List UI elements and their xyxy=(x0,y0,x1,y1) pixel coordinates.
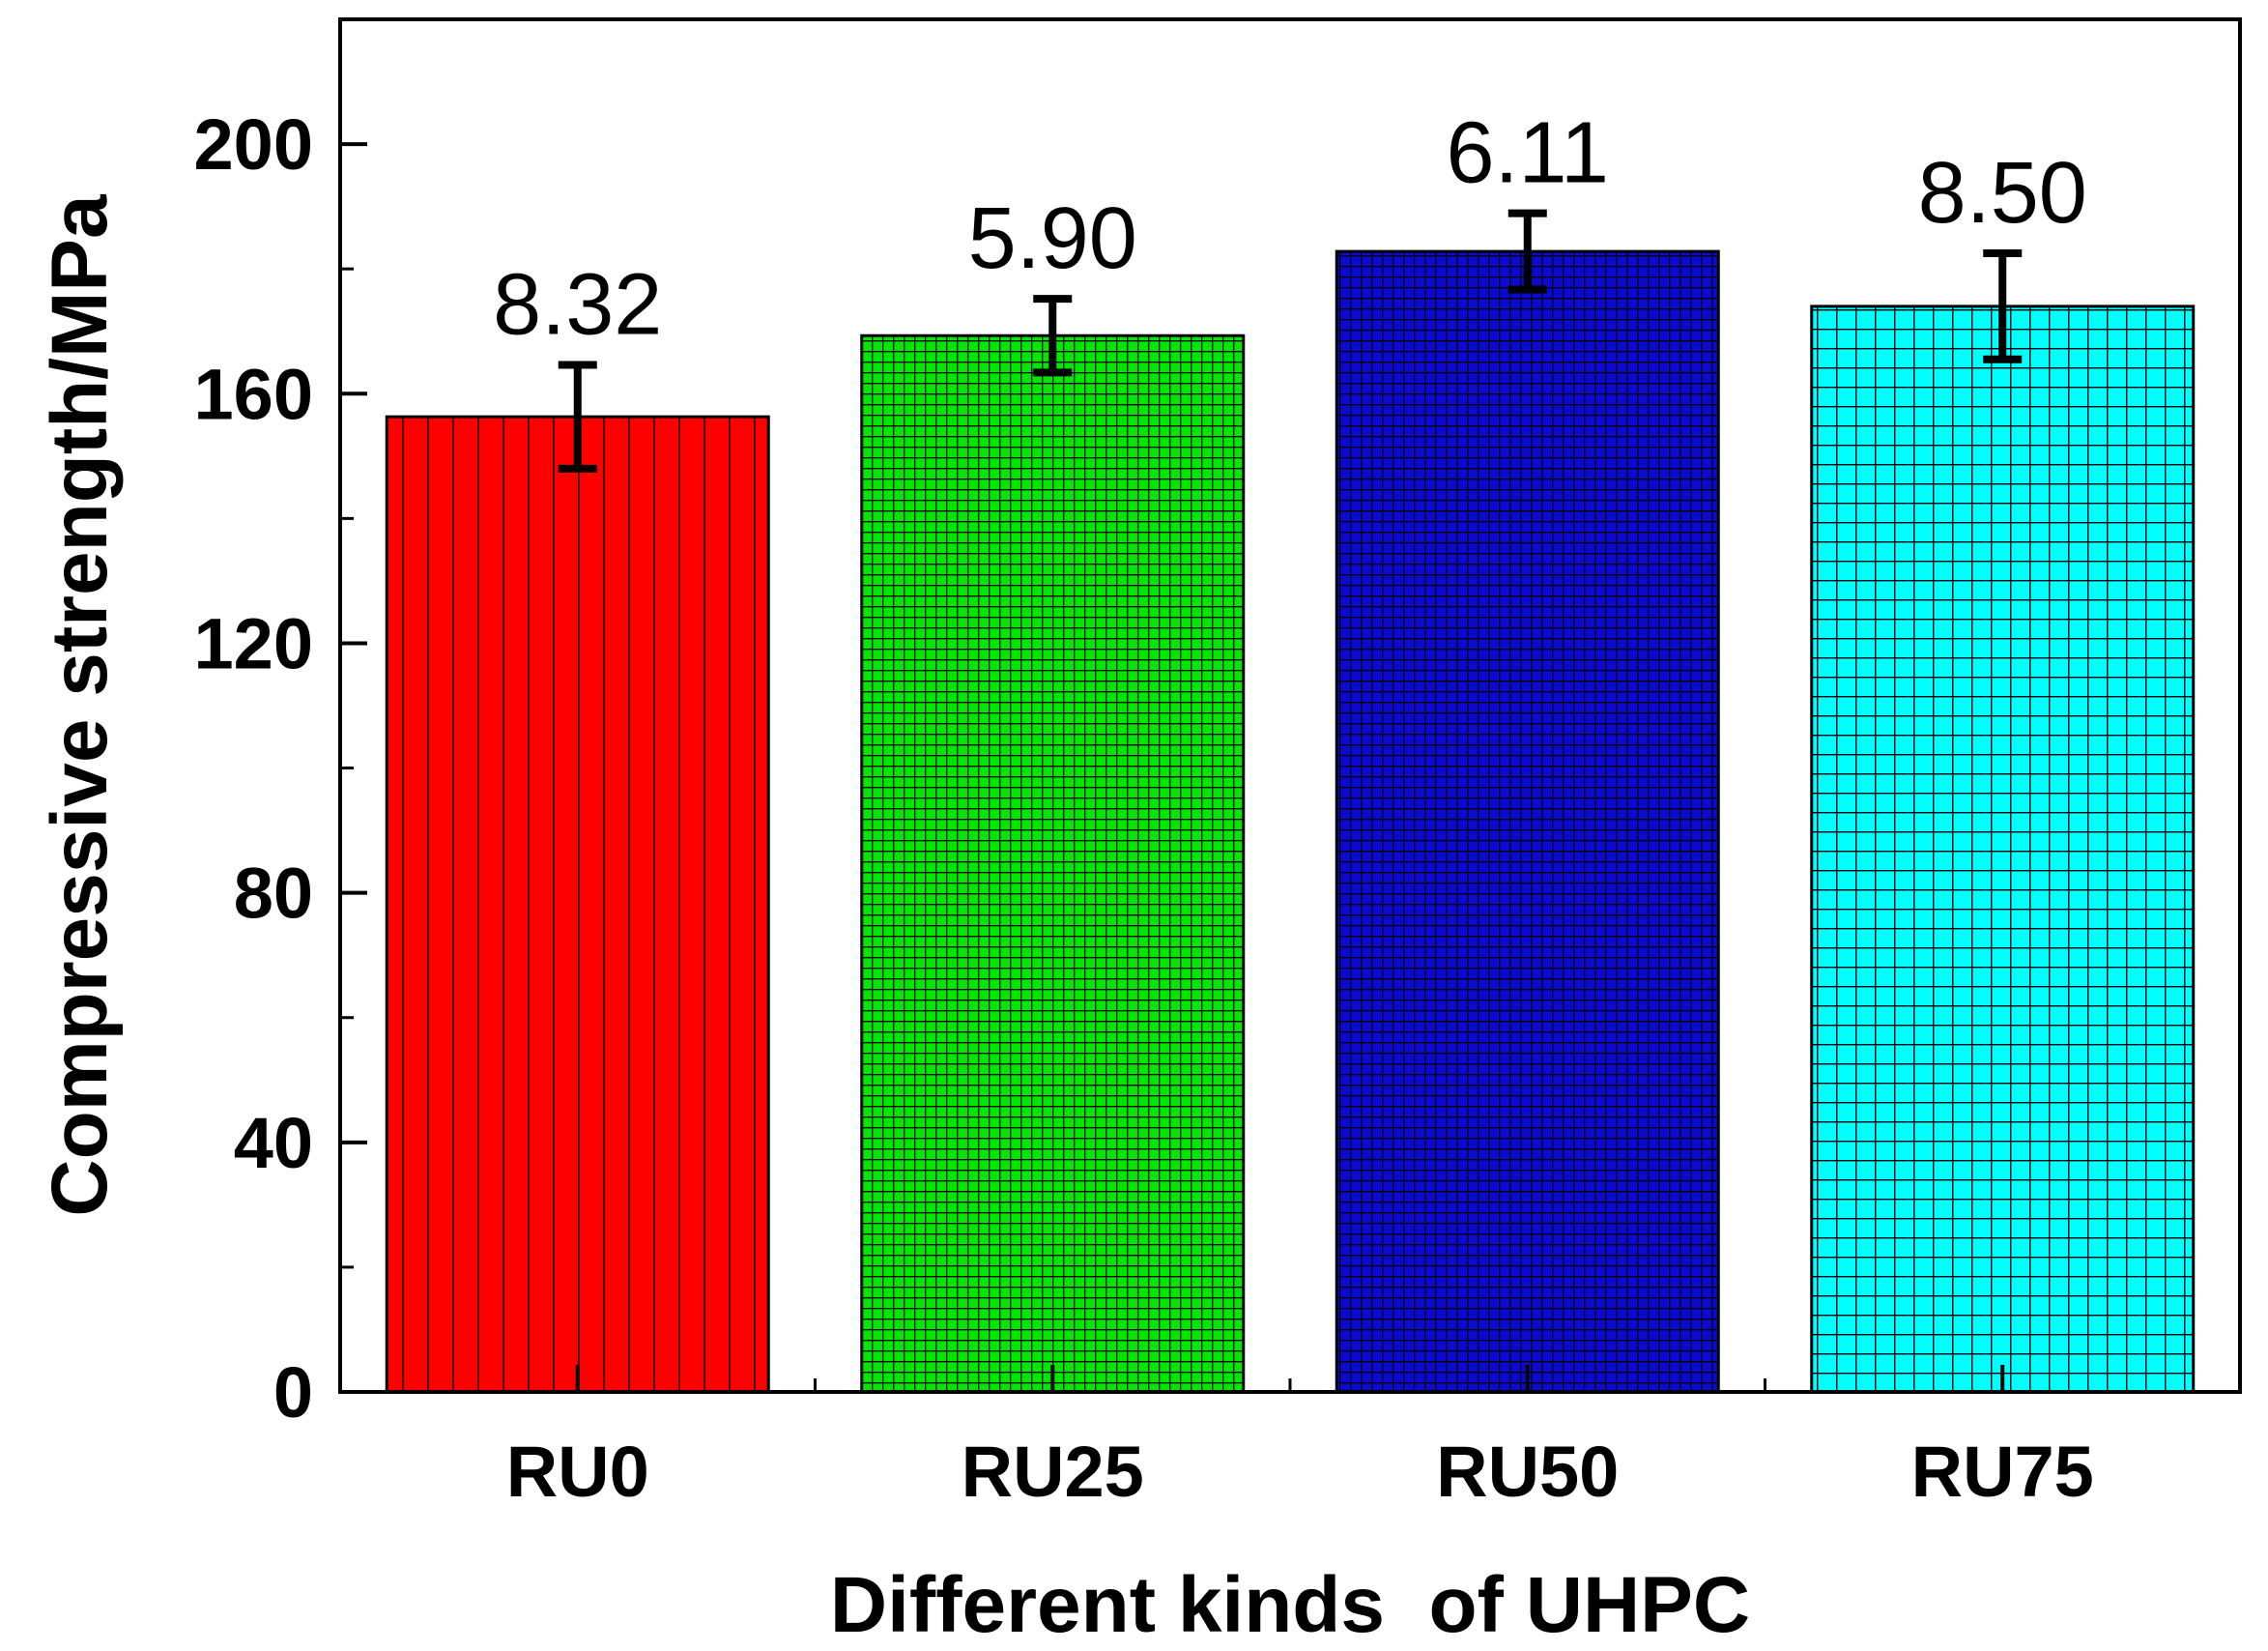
error-bar-ru0 xyxy=(558,361,597,473)
y-axis-title: Compressive strength/MPa xyxy=(36,193,124,1217)
data-label-ru25: 5.90 xyxy=(968,190,1137,287)
y-tick-label-200: 200 xyxy=(194,104,313,185)
x-axis-title: Different kinds of UHPC xyxy=(830,1561,1750,1649)
y-tick-label-0: 0 xyxy=(273,1352,313,1433)
error-bar-ru75 xyxy=(1983,249,2023,363)
y-tick-label-80: 80 xyxy=(234,854,313,934)
x-tick-label-ru0: RU0 xyxy=(506,1432,649,1512)
y-tick-label-120: 120 xyxy=(194,603,313,683)
x-tick-label-ru25: RU25 xyxy=(962,1432,1144,1512)
data-label-ru0: 8.32 xyxy=(493,256,662,353)
bar-ru75 xyxy=(1810,304,2196,1394)
bar-ru50 xyxy=(1335,249,1720,1394)
x-tick-label-ru50: RU50 xyxy=(1436,1432,1619,1512)
error-bar-ru50 xyxy=(1507,209,1547,294)
bar-pattern xyxy=(1811,305,2194,1393)
error-bar-ru25 xyxy=(1033,295,1073,377)
bar-pattern xyxy=(1336,251,1719,1392)
data-label-ru50: 6.11 xyxy=(1447,105,1610,202)
bar-pattern xyxy=(861,335,1244,1392)
y-tick-label-160: 160 xyxy=(194,354,313,434)
bar-pattern xyxy=(387,417,769,1392)
bar-ru25 xyxy=(860,333,1246,1394)
x-tick-label-ru75: RU75 xyxy=(1911,1432,2094,1512)
y-tick-label-40: 40 xyxy=(234,1103,313,1183)
data-label-ru75: 8.50 xyxy=(1918,145,2087,242)
bar-ru0 xyxy=(385,415,770,1394)
